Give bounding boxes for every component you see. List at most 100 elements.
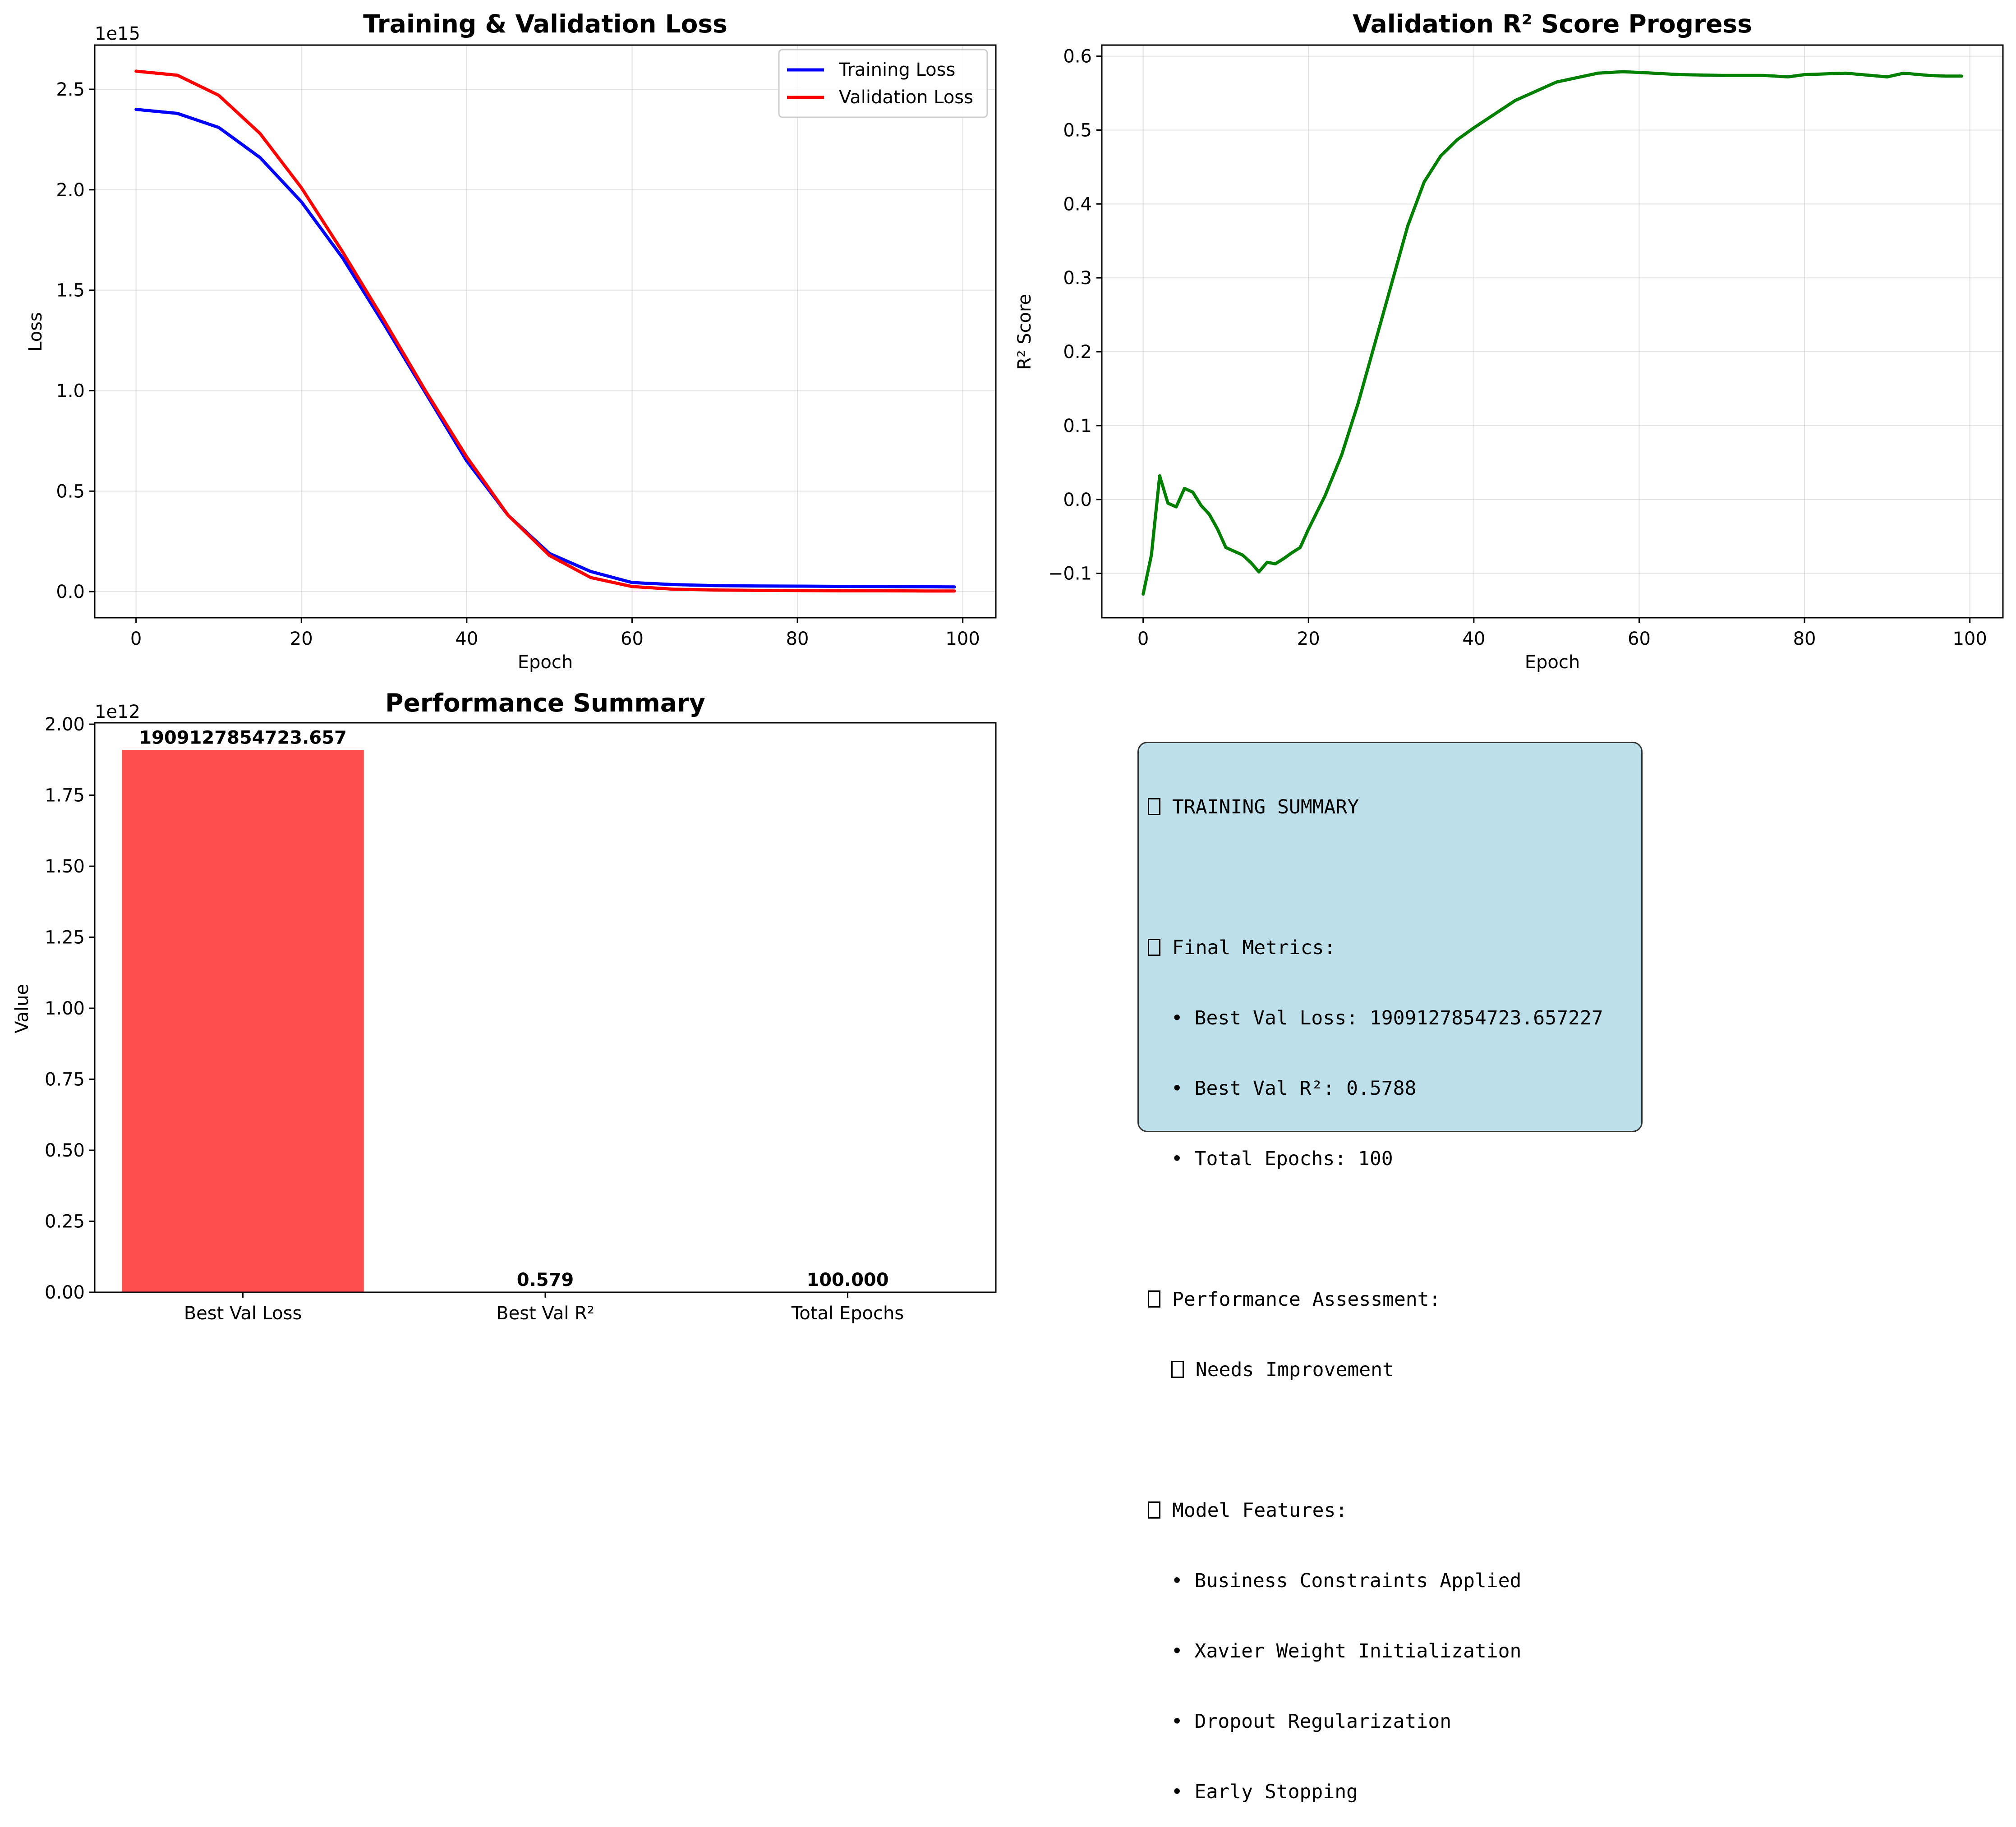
x-tick-label: 0 bbox=[1137, 629, 1149, 649]
y-tick-label: 0.5 bbox=[1063, 120, 1092, 141]
y-tick-label: 0.0 bbox=[1063, 490, 1092, 510]
final-metrics-heading-row: Final Metrics: bbox=[1148, 936, 1644, 959]
legend-label-validation: Validation Loss bbox=[839, 87, 973, 108]
wrench-icon bbox=[1148, 1501, 1160, 1519]
features-heading: Model Features: bbox=[1172, 1499, 1348, 1522]
y-tick-label: 1.5 bbox=[56, 280, 85, 301]
performance-chart-title: Performance Summary bbox=[385, 689, 705, 717]
legend-label-training: Training Loss bbox=[838, 60, 955, 80]
y-tick-label: −0.1 bbox=[1048, 564, 1092, 584]
feature-item: • Business Constraints Applied bbox=[1148, 1570, 1522, 1592]
metric-total-epochs: • Total Epochs: 100 bbox=[1148, 1148, 1393, 1170]
warning-icon bbox=[1171, 1361, 1184, 1378]
training-summary-box bbox=[1137, 742, 1643, 1132]
series-line-2 bbox=[134, 69, 956, 593]
x-tick-label: 20 bbox=[1297, 629, 1320, 649]
x-tick-label: Total Epochs bbox=[791, 1303, 904, 1324]
x-tick-label: 0 bbox=[130, 629, 142, 649]
clipboard-icon bbox=[1148, 798, 1160, 815]
y-tick-label: 1.75 bbox=[45, 785, 85, 806]
y-tick-label: 0.3 bbox=[1063, 268, 1092, 289]
loss-chart: 0 20 40 60 80 100 0.0 0.5 1.0 1.5 2.0 2.5 Training … bbox=[25, 9, 997, 673]
r2-chart-ylabel: R² Score bbox=[1014, 294, 1035, 370]
y-tick-label: 2.00 bbox=[45, 714, 85, 735]
performance-chart-ticks: Best Val Loss Best Val R² Total Epochs 0.00… bbox=[45, 714, 904, 1324]
metric-best-val-r2: • Best Val R²: 0.5788 bbox=[1148, 1077, 1417, 1100]
x-tick-label: 20 bbox=[290, 629, 313, 649]
x-tick-label: Best Val Loss bbox=[184, 1303, 302, 1324]
loss-chart-ylabel: Loss bbox=[25, 312, 46, 352]
assessment-heading-row: Performance Assessment: bbox=[1148, 1288, 1644, 1311]
x-tick-label: 40 bbox=[455, 629, 478, 649]
chart-icon bbox=[1148, 939, 1160, 956]
summary-title-row: TRAINING SUMMARY bbox=[1148, 795, 1644, 819]
y-tick-label: 0.1 bbox=[1063, 416, 1092, 436]
performance-chart: 1909127854723.657 0.579 100.000 Best Val L… bbox=[12, 689, 997, 1324]
loss-chart-xlabel: Epoch bbox=[518, 652, 573, 673]
x-tick-label: 100 bbox=[1952, 629, 1987, 649]
r2-chart-frame bbox=[1101, 44, 2004, 619]
bar-1 bbox=[122, 750, 364, 1292]
y-tick-label: 0.2 bbox=[1063, 342, 1092, 363]
feature-item: • Dropout Regularization bbox=[1148, 1710, 1452, 1733]
y-tick-label: 0.75 bbox=[45, 1070, 85, 1090]
y-tick-label: 0.0 bbox=[56, 582, 85, 602]
metric-best-val-loss: • Best Val Loss: 1909127854723.657227 bbox=[1148, 1007, 1603, 1029]
r2-chart-ticks: 0 20 40 60 80 100 −0.1 0.0 0.1 0.2 0.3 0.4 0.5 0.6 bbox=[1048, 46, 1987, 649]
x-tick-label: 100 bbox=[945, 629, 980, 649]
assessment-value: Needs Improvement bbox=[1195, 1359, 1394, 1381]
spacer bbox=[1148, 1217, 1644, 1241]
x-tick-label: Best Val R² bbox=[496, 1303, 594, 1324]
r2-chart-title: Validation R² Score Progress bbox=[1353, 9, 1752, 38]
bar-value-label: 1909127854723.657 bbox=[139, 727, 347, 748]
series-line-1 bbox=[134, 108, 956, 589]
y-tick-label: 1.0 bbox=[56, 381, 85, 401]
y-tick-label: 0.5 bbox=[56, 481, 85, 502]
target-icon bbox=[1148, 1290, 1160, 1308]
spacer bbox=[1148, 866, 1644, 889]
training-summary-text: TRAINING SUMMARY Final Metrics: • Best V… bbox=[1148, 748, 1644, 1827]
bar-value-label: 0.579 bbox=[517, 1270, 574, 1290]
performance-chart-ylabel: Value bbox=[12, 984, 32, 1033]
x-tick-label: 80 bbox=[786, 629, 809, 649]
feature-item: • Xavier Weight Initialization bbox=[1148, 1640, 1522, 1662]
series-line-1 bbox=[1141, 70, 1963, 596]
y-tick-label: 1.50 bbox=[45, 856, 85, 877]
loss-chart-grid bbox=[95, 45, 996, 618]
performance-chart-offset-label: 1e12 bbox=[95, 702, 140, 722]
legend-frame bbox=[778, 49, 988, 118]
y-tick-label: 0.6 bbox=[1063, 46, 1092, 67]
y-tick-label: 2.0 bbox=[56, 180, 85, 201]
loss-chart-lines bbox=[134, 69, 956, 593]
y-tick-label: 0.50 bbox=[45, 1140, 85, 1161]
loss-chart-legend: Training Loss Validation Loss bbox=[778, 49, 988, 118]
y-tick-label: 1.00 bbox=[45, 998, 85, 1019]
spacer bbox=[1148, 1428, 1644, 1452]
performance-bars: 1909127854723.657 0.579 100.000 bbox=[122, 727, 889, 1292]
y-tick-label: 0.00 bbox=[45, 1282, 85, 1303]
x-tick-label: 60 bbox=[621, 629, 644, 649]
x-tick-label: 80 bbox=[1793, 629, 1816, 649]
y-tick-label: 1.25 bbox=[45, 927, 85, 948]
loss-chart-frame bbox=[94, 44, 997, 619]
loss-chart-offset-label: 1e15 bbox=[95, 23, 140, 44]
x-tick-label: 40 bbox=[1462, 629, 1485, 649]
final-metrics-heading: Final Metrics: bbox=[1172, 936, 1336, 959]
assessment-row: Needs Improvement bbox=[1148, 1358, 1644, 1382]
bar-value-label: 100.000 bbox=[806, 1270, 888, 1290]
loss-chart-ticks: 0 20 40 60 80 100 0.0 0.5 1.0 1.5 2.0 2.5 bbox=[56, 79, 980, 649]
figure: 0 20 40 60 80 100 0.0 0.5 1.0 1.5 2.0 2.5 Training … bbox=[12, 9, 2004, 1324]
y-tick-label: 0.25 bbox=[45, 1212, 85, 1232]
x-tick-label: 60 bbox=[1628, 629, 1651, 649]
y-tick-label: 2.5 bbox=[56, 79, 85, 100]
r2-chart-xlabel: Epoch bbox=[1525, 652, 1580, 673]
loss-chart-title: Training & Validation Loss bbox=[363, 9, 727, 38]
r2-chart-grid bbox=[1102, 45, 2003, 618]
r2-chart: 0 20 40 60 80 100 −0.1 0.0 0.1 0.2 0.3 0.4 0.5 0.6 Va… bbox=[1014, 9, 2004, 673]
r2-chart-lines bbox=[1141, 70, 1963, 596]
assessment-heading: Performance Assessment: bbox=[1172, 1288, 1441, 1311]
y-tick-label: 0.4 bbox=[1063, 194, 1092, 215]
summary-title: TRAINING SUMMARY bbox=[1172, 796, 1359, 818]
features-heading-row: Model Features: bbox=[1148, 1499, 1644, 1522]
feature-item: • Early Stopping bbox=[1148, 1781, 1358, 1803]
